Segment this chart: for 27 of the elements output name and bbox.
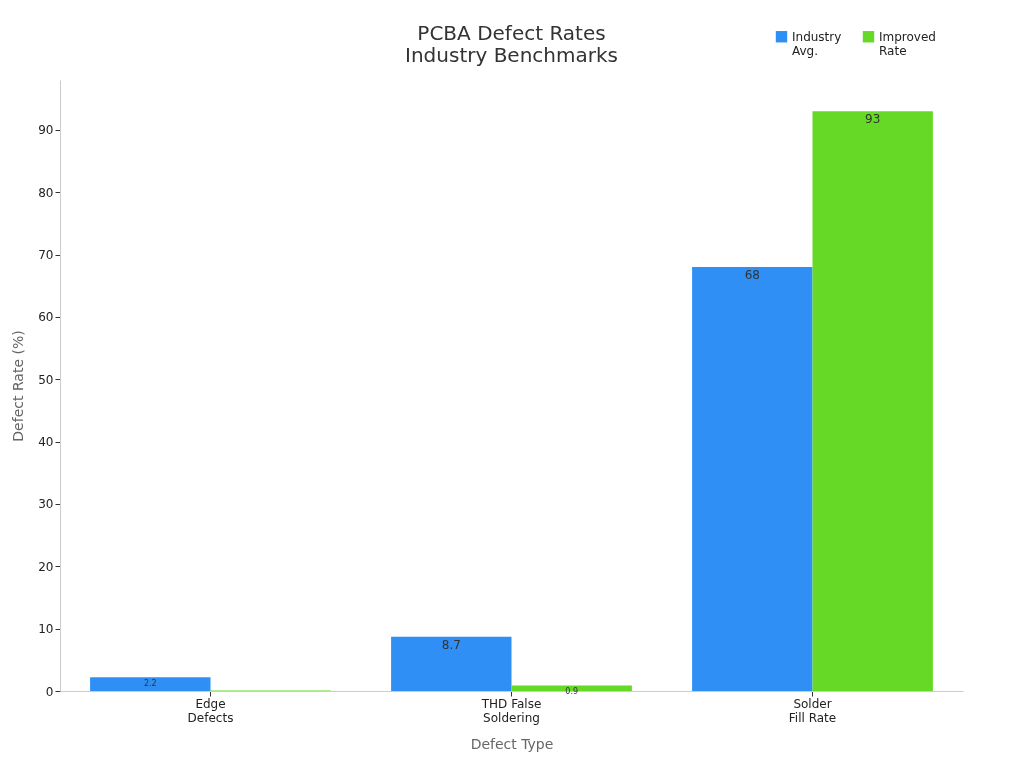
y-tick-label: 20 — [38, 559, 54, 574]
x-tick-label: Solder Fill Rate — [788, 696, 837, 725]
legend-label: Improved Rate — [879, 29, 936, 58]
y-tick-label: 0 — [45, 684, 54, 699]
y-tick-label: 40 — [38, 435, 54, 450]
y-tick-label: 50 — [38, 372, 54, 387]
y-axis-title: Defect Rate (%) — [10, 330, 27, 442]
x-axis-title: Defect Type — [470, 735, 554, 752]
y-tick-label: 30 — [38, 497, 54, 512]
y-tick-label: 90 — [38, 123, 54, 138]
y-tick-label: 60 — [38, 310, 54, 325]
chart-title: PCBA Defect Rates — [417, 21, 606, 45]
data-label: 68 — [744, 268, 760, 283]
chart-subtitle: Industry Benchmarks — [405, 43, 618, 67]
data-label: 8.7 — [441, 637, 461, 652]
x-tick-label: Edge Defects — [187, 696, 234, 725]
bar — [692, 267, 813, 691]
data-label: 93 — [865, 112, 881, 127]
y-tick-label: 70 — [38, 248, 54, 263]
data-label: 2.2 — [143, 679, 157, 689]
x-tick-label: THD False Soldering — [480, 696, 542, 725]
y-tick-label: 80 — [38, 185, 54, 200]
bar — [812, 111, 933, 691]
bar — [391, 636, 512, 691]
legend-label: Industry Avg. — [792, 29, 842, 58]
y-tick-label: 10 — [38, 622, 54, 637]
bar — [90, 677, 211, 691]
